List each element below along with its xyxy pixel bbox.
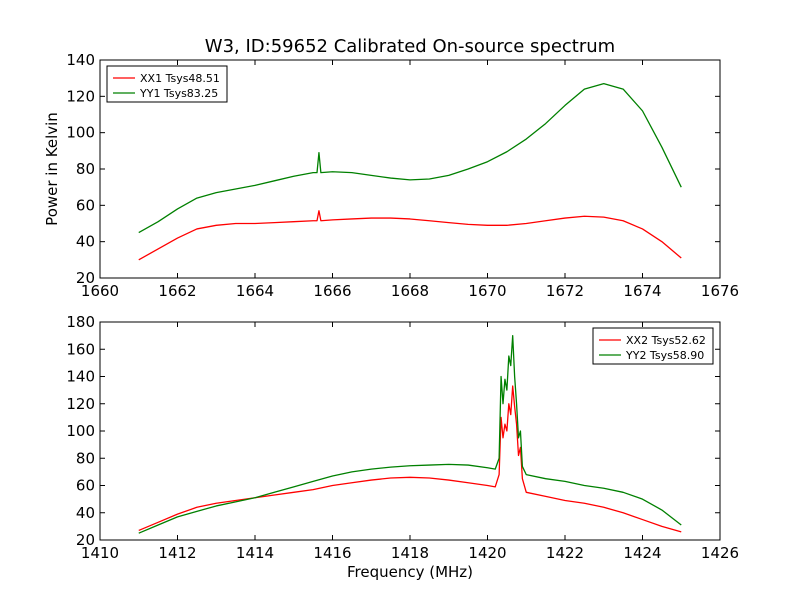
x-tick-label: 1662: [158, 282, 196, 300]
series-group: [138, 82, 682, 261]
legend-entry-label: XX2 Tsys52.62: [626, 334, 706, 347]
y-tick-label: 80: [76, 449, 95, 467]
series-line-yy2: [138, 334, 682, 534]
x-tick-label: 1420: [468, 544, 506, 562]
x-tick-label: 1418: [391, 544, 429, 562]
x-tick-label: 1666: [313, 282, 351, 300]
series-line-xx1: [138, 210, 682, 261]
legend-box: [592, 327, 714, 365]
y-tick-label: 40: [76, 504, 95, 522]
legend-box: [106, 65, 228, 103]
legend: XX1 Tsys48.51 YY1 Tsys83.25: [106, 65, 228, 103]
y-tick-label: 80: [76, 160, 95, 178]
chart-title: W3, ID:59652 Calibrated On-source spectr…: [205, 36, 615, 57]
x-tick-label: 1414: [236, 544, 274, 562]
x-tick-label: 1670: [468, 282, 506, 300]
x-tick-label: 1676: [701, 282, 739, 300]
y-tick-label: 60: [76, 196, 95, 214]
y-tick-label: 180: [66, 313, 95, 331]
legend-entry-label: YY2 Tsys58.90: [625, 349, 704, 362]
y-axis-label: Power in Kelvin: [43, 112, 61, 226]
series-line-yy1: [138, 82, 682, 234]
x-tick-label: 1660: [81, 282, 119, 300]
x-tick-label: 1422: [546, 544, 584, 562]
y-tick-label: 40: [76, 233, 95, 251]
legend-entry-label: XX1 Tsys48.51: [140, 72, 220, 85]
legend: XX2 Tsys52.62 YY2 Tsys58.90: [592, 327, 714, 365]
x-tick-label: 1410: [81, 544, 119, 562]
x-axis-label: Frequency (MHz): [347, 563, 473, 581]
y-tick-label: 100: [66, 422, 95, 440]
x-tick-label: 1674: [623, 282, 661, 300]
y-tick-label: 160: [66, 340, 95, 358]
y-tick-label: 120: [66, 395, 95, 413]
series-line-xx2: [138, 385, 682, 533]
series-group: [138, 334, 682, 534]
x-tick-label: 1668: [391, 282, 429, 300]
x-tick-label: 1672: [546, 282, 584, 300]
y-tick-label: 100: [66, 124, 95, 142]
y-tick-label: 140: [66, 51, 95, 69]
y-tick-label: 140: [66, 368, 95, 386]
bottom-spectrum-panel: 1410 1412 1414 1416 1418 1420 1422 1424 1426 20 40…: [66, 313, 739, 581]
x-tick-label: 1426: [701, 544, 739, 562]
top-spectrum-panel: W3, ID:59652 Calibrated On-source spectr…: [43, 36, 739, 300]
x-tick-label: 1412: [158, 544, 196, 562]
x-tick-label: 1424: [623, 544, 661, 562]
y-tick-label: 20: [76, 269, 95, 287]
x-tick-label: 1416: [313, 544, 351, 562]
y-tick-label: 60: [76, 477, 95, 495]
y-tick-label: 120: [66, 87, 95, 105]
legend-entry-label: YY1 Tsys83.25: [139, 87, 218, 100]
y-tick-label: 20: [76, 531, 95, 549]
x-tick-label: 1664: [236, 282, 274, 300]
